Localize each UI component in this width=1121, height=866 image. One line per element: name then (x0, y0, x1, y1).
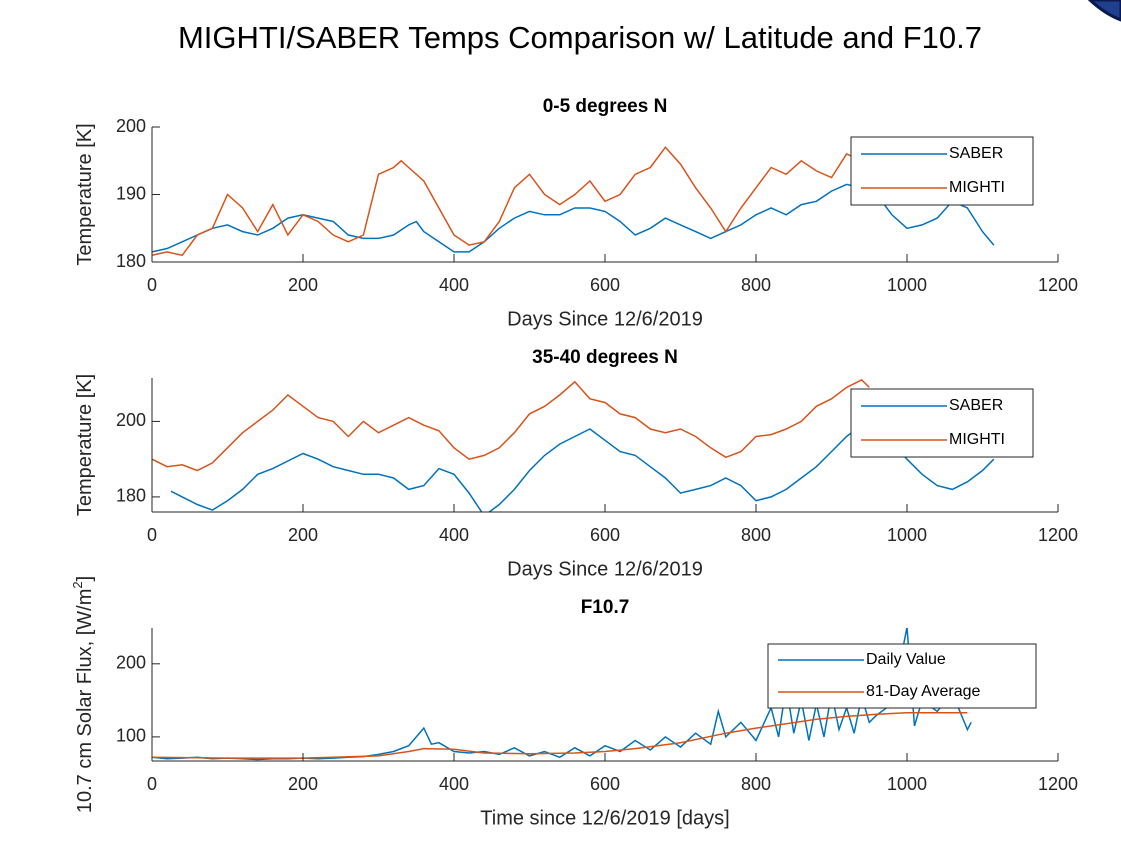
legend-label: MIGHTI (949, 179, 1005, 196)
x-tick-label: 800 (741, 275, 771, 295)
x-tick-label: 200 (288, 275, 318, 295)
y-tick-label: 180 (116, 486, 146, 506)
x-tick-label: 0 (147, 525, 157, 545)
y-tick-label: 200 (116, 410, 146, 430)
x-tick-label: 400 (439, 275, 469, 295)
x-axis-label: Days Since 12/6/2019 (507, 558, 703, 580)
plot-lines (152, 628, 972, 761)
data-line (152, 712, 968, 759)
legend-label: 81-Day Average (866, 683, 981, 700)
legend-box (850, 136, 1034, 206)
panel-title: 35-40 degrees N (532, 347, 678, 368)
x-axis-label: Days Since 12/6/2019 (507, 308, 703, 330)
data-line (152, 146, 863, 257)
legend-box (850, 388, 1034, 458)
y-axis-label: Temperature [K] (74, 123, 96, 265)
legend-label: Daily Value (866, 651, 946, 668)
x-tick-label: 1000 (887, 774, 927, 794)
x-tick-label: 200 (288, 525, 318, 545)
panel-title: 0-5 degrees N (543, 96, 668, 117)
x-axis-label: Time since 12/6/2019 [days] (480, 807, 729, 829)
x-tick-label: 800 (741, 774, 771, 794)
x-tick-label: 600 (590, 774, 620, 794)
x-tick-label: 0 (147, 774, 157, 794)
x-tick-label: 200 (288, 774, 318, 794)
y-tick-label: 100 (116, 726, 146, 746)
y-axis-label-part: ] (74, 576, 96, 582)
x-tick-label: 1000 (887, 275, 927, 295)
x-tick-label: 600 (590, 525, 620, 545)
corner-decoration (1087, 0, 1121, 22)
x-tick-label: 1000 (887, 525, 927, 545)
x-tick-label: 400 (439, 525, 469, 545)
x-tick-label: 800 (741, 525, 771, 545)
y-axis-label: Temperature [K] (74, 374, 96, 516)
y-axis-label-part: 10.7 cm Solar Flux, [W/m (74, 589, 96, 814)
y-tick-label: 200 (116, 116, 146, 136)
figure-title: MIGHTI/SABER Temps Comparison w/ Latitud… (178, 20, 982, 55)
legend-box (767, 643, 1037, 709)
y-axis-label: 10.7 cm Solar Flux, [W/m2] (70, 576, 96, 813)
x-tick-label: 400 (439, 774, 469, 794)
x-tick-label: 1200 (1038, 774, 1078, 794)
panel-title: F10.7 (581, 597, 630, 618)
x-tick-label: 1200 (1038, 275, 1078, 295)
legend-label: SABER (949, 397, 1003, 414)
data-line (152, 378, 870, 472)
x-tick-label: 600 (590, 275, 620, 295)
x-tick-label: 1200 (1038, 525, 1078, 545)
legend-label: MIGHTI (949, 431, 1005, 448)
y-axis-label-part: 2 (70, 581, 85, 588)
y-tick-label: 180 (116, 251, 146, 271)
y-tick-label: 200 (116, 653, 146, 673)
legend-label: SABER (949, 145, 1003, 162)
y-tick-label: 190 (116, 183, 146, 203)
x-tick-label: 0 (147, 275, 157, 295)
y-axis-label-part: Temperature [K] (74, 123, 96, 265)
data-line (152, 628, 972, 761)
y-axis-label-part: Temperature [K] (74, 374, 96, 516)
